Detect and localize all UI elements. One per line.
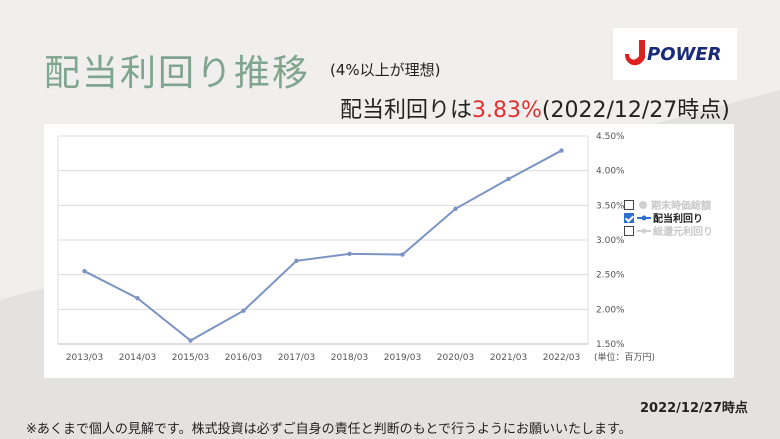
y-tick-label: 4.00% bbox=[596, 167, 625, 177]
yield-value: 3.83% bbox=[472, 98, 542, 123]
dividend-yield-headline: 配当利回りは3.83%(2022/12/27時点) bbox=[340, 92, 730, 124]
chart-panel: 1.50% 2.00% 2.50% 3.00% 3.50% 4.00% 4.50% 2013/… bbox=[44, 124, 734, 378]
yield-suffix: (2022/12/27時点) bbox=[541, 98, 730, 123]
legend-item-market-cap[interactable]: 期末時価総額 bbox=[624, 198, 713, 212]
x-tick-label: 2020/03 bbox=[437, 353, 474, 363]
x-tick-label: 2016/03 bbox=[225, 353, 262, 363]
legend-checkbox-market-cap[interactable] bbox=[624, 199, 634, 210]
x-tick-label: 2013/03 bbox=[66, 353, 103, 363]
as-of-date: 2022/12/27時点 bbox=[640, 401, 748, 416]
x-tick-label: 2014/03 bbox=[119, 353, 156, 363]
y-tick-label: 4.50% bbox=[596, 132, 625, 142]
page-subtitle: (4%以上が理想) bbox=[330, 61, 441, 79]
legend-label-dividend-yield: 配当利回り bbox=[653, 214, 703, 225]
data-point bbox=[559, 148, 564, 153]
line-marker-icon bbox=[637, 215, 651, 220]
line-marker-light-icon bbox=[637, 228, 651, 233]
j-power-logo-icon bbox=[625, 40, 645, 66]
y-tick-label: 2.50% bbox=[596, 271, 625, 281]
data-point bbox=[506, 176, 511, 182]
data-point bbox=[453, 206, 458, 211]
chart-legend: 期末時価総額 配当利回り 総還元利回り bbox=[624, 198, 713, 238]
x-tick-label: 2017/03 bbox=[278, 353, 315, 363]
data-point bbox=[400, 252, 405, 257]
data-point bbox=[82, 269, 87, 274]
y-tick-label: 3.00% bbox=[596, 236, 625, 246]
x-tick-label: 2019/03 bbox=[384, 353, 421, 363]
legend-item-total-return[interactable]: 総還元利回り bbox=[624, 224, 713, 238]
company-logo: POWER bbox=[613, 28, 737, 80]
x-tick-label: 2021/03 bbox=[490, 353, 527, 363]
legend-checkbox-total-return[interactable] bbox=[624, 225, 634, 236]
data-point bbox=[294, 258, 299, 263]
y-tick-label: 2.00% bbox=[596, 305, 625, 315]
yield-prefix: 配当利回りは bbox=[340, 98, 473, 123]
data-point bbox=[241, 308, 246, 313]
x-tick-label: 2022/03 bbox=[543, 353, 580, 363]
y-tick-label: 1.50% bbox=[596, 340, 625, 350]
legend-item-dividend-yield[interactable]: 配当利回り bbox=[624, 211, 713, 225]
page-title: 配当利回り推移 bbox=[44, 53, 311, 94]
legend-checkbox-dividend-yield[interactable] bbox=[624, 212, 634, 223]
x-tick-label: 2018/03 bbox=[331, 353, 368, 363]
disclaimer-note: ※あくまで個人の見解です。株式投資は必ずご自身の責任と判断のもとで行うようにお願… bbox=[26, 422, 632, 437]
unit-label: (単位：百万円) bbox=[594, 351, 655, 363]
dividend-yield-chart: 1.50% 2.00% 2.50% 3.00% 3.50% 4.00% 4.50% 2013/… bbox=[57, 132, 655, 363]
data-point bbox=[347, 251, 352, 257]
data-point bbox=[135, 296, 140, 301]
logo-text: POWER bbox=[647, 44, 722, 65]
circle-marker-icon bbox=[639, 200, 647, 209]
legend-label-total-return: 総還元利回り bbox=[653, 227, 713, 238]
legend-label-market-cap: 期末時価総額 bbox=[651, 201, 711, 212]
y-tick-label: 3.50% bbox=[596, 201, 625, 211]
data-point bbox=[188, 338, 193, 343]
series-line bbox=[84, 149, 562, 342]
x-tick-label: 2015/03 bbox=[172, 353, 209, 363]
